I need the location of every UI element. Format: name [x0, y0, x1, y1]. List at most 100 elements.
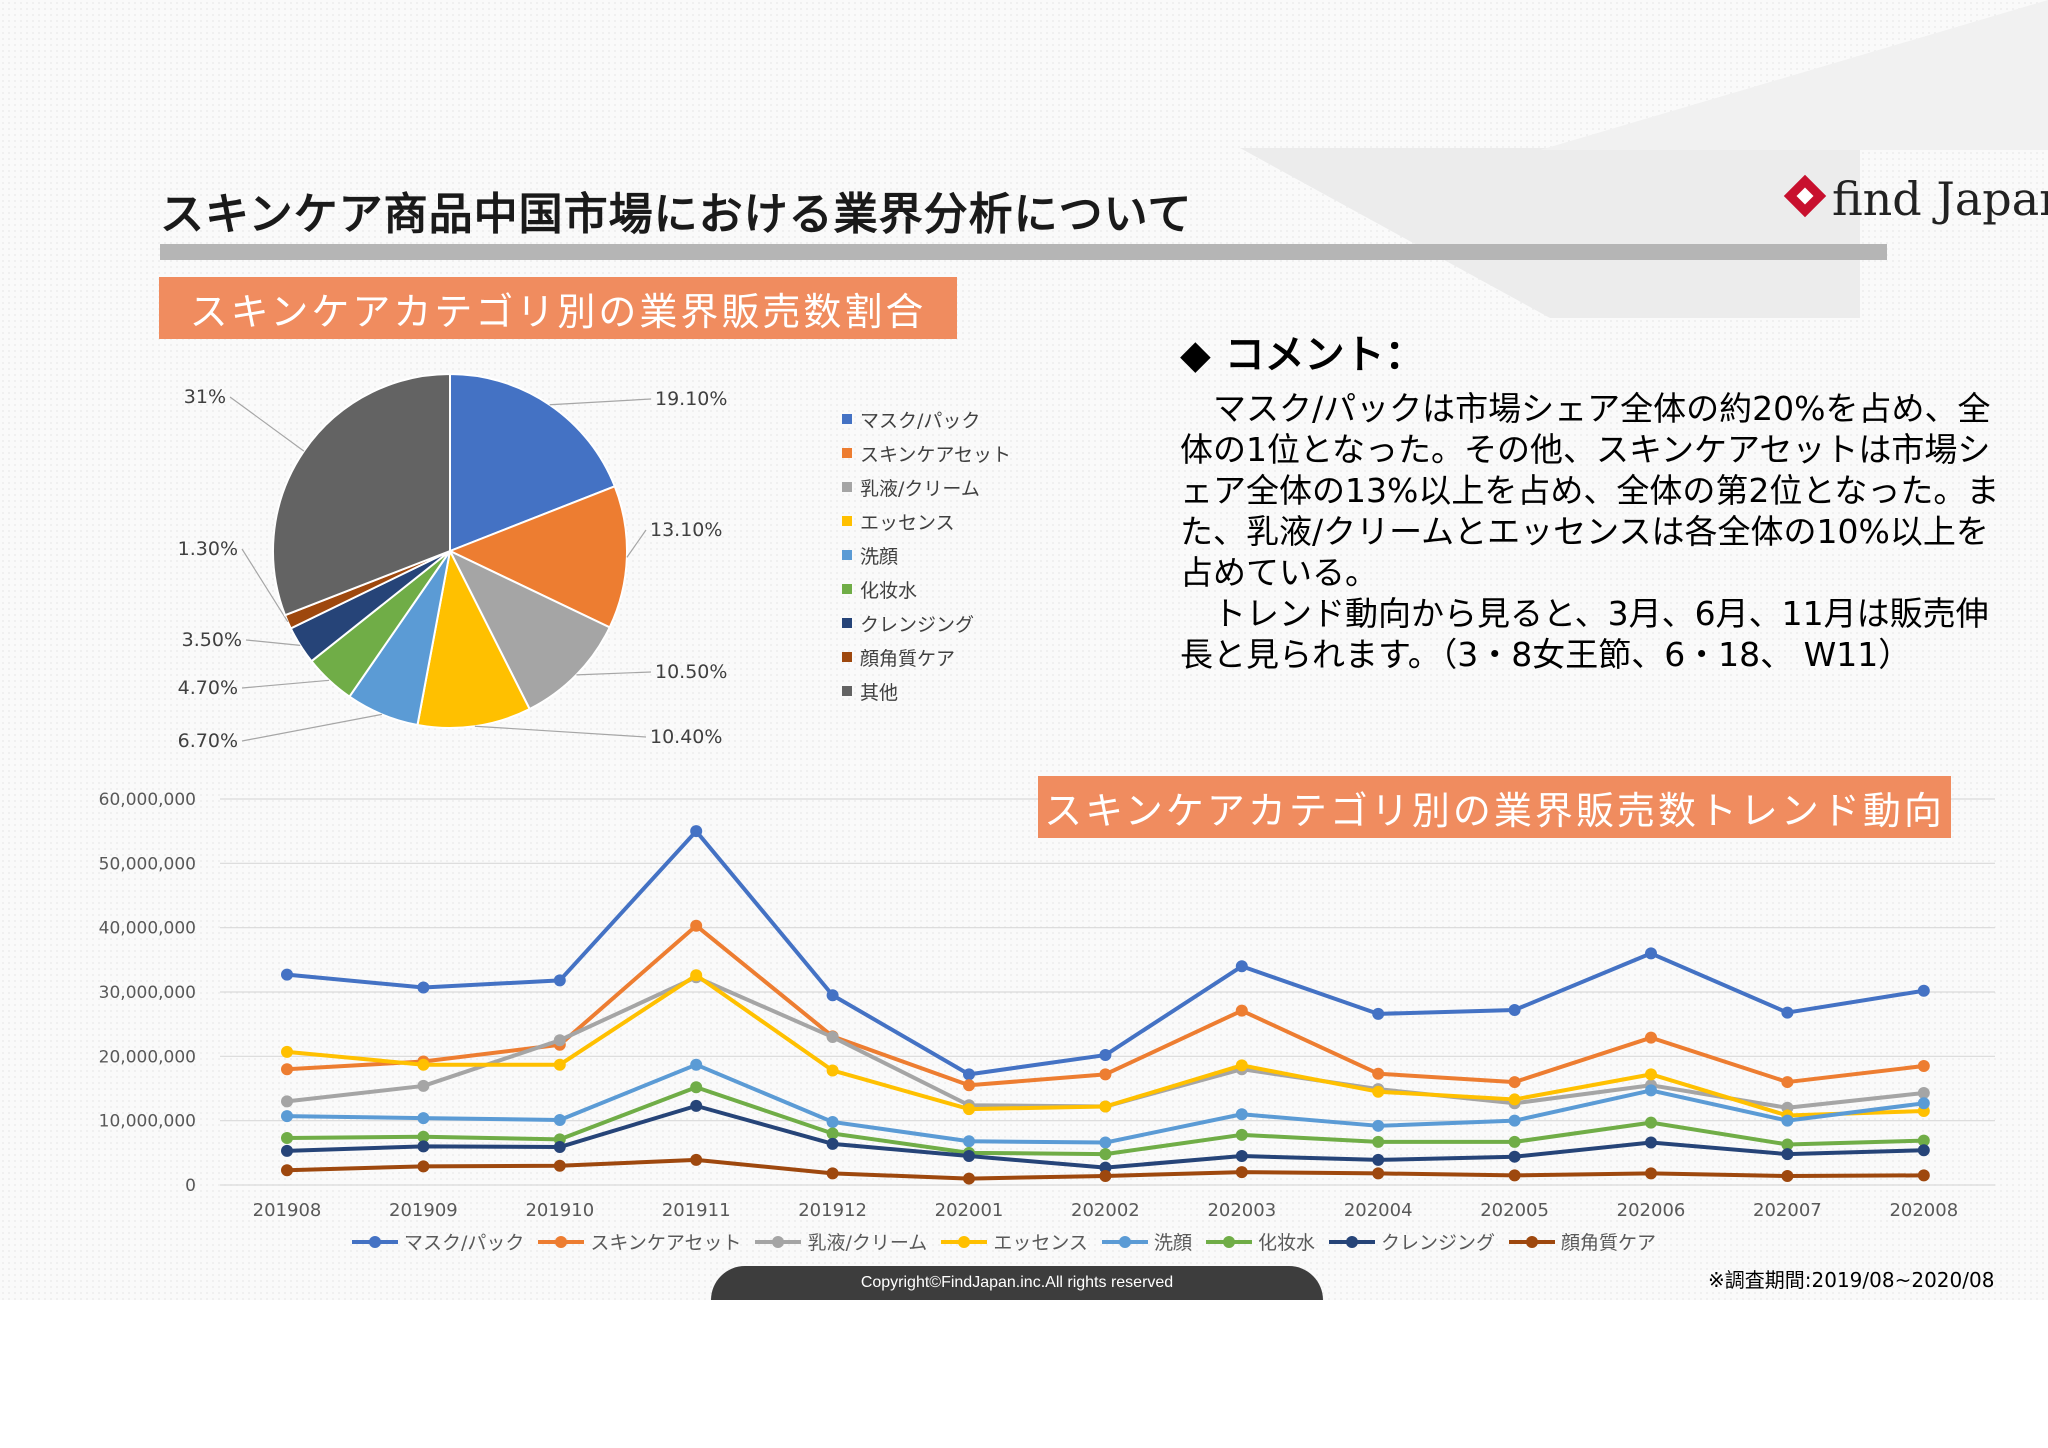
data-point	[1508, 1076, 1521, 1089]
legend-swatch	[842, 652, 852, 662]
x-tick-label: 202005	[1480, 1200, 1549, 1221]
data-point	[1781, 1114, 1794, 1127]
data-point	[553, 1141, 566, 1154]
x-tick-label: 202008	[1889, 1200, 1958, 1221]
x-tick-label: 202004	[1344, 1200, 1413, 1221]
data-point	[1099, 1100, 1112, 1113]
data-point	[1235, 1004, 1248, 1017]
diamond-logo-icon	[1783, 174, 1827, 218]
legend-label: 洗顔	[1153, 1232, 1192, 1254]
legend-line-marker	[941, 1235, 988, 1248]
data-point	[826, 1115, 839, 1128]
legend-label: エッセンス	[860, 511, 955, 534]
line-legend-item: クレンジング	[1328, 1228, 1495, 1255]
x-tick-label: 202006	[1617, 1200, 1686, 1221]
series-line	[286, 829, 1925, 1077]
line-legend-item: 化妆水	[1205, 1228, 1315, 1255]
data-point	[417, 1058, 430, 1071]
data-point	[417, 1160, 430, 1173]
legend-label: 洗顔	[860, 545, 899, 568]
data-point	[281, 1164, 293, 1177]
data-point	[1508, 1150, 1521, 1163]
trend-chart-banner: スキンケアカテゴリ別の業界販売数トレンド動向	[1038, 776, 1951, 838]
comment-body: マスク/パックは市場シェア全体の約20%を占め、全体の1位となった。その他、スキ…	[1180, 389, 2000, 674]
data-point	[1099, 1169, 1112, 1182]
pie-data-label: 10.40%	[650, 726, 722, 748]
pie-data-label: 13.10%	[650, 519, 722, 541]
data-point	[1099, 1161, 1112, 1174]
legend-swatch	[842, 482, 852, 492]
legend-swatch	[842, 584, 852, 594]
x-tick-label: 202003	[1207, 1200, 1276, 1221]
data-point	[281, 968, 293, 981]
pie-leader-line	[576, 671, 652, 676]
legend-label: 化妆水	[860, 579, 918, 602]
line-chart: 0 10,000,000 20,000,000 30,000,000 40,000,00…	[99, 790, 1995, 1221]
x-tick-label: 201908	[253, 1200, 322, 1221]
line-legend-item: エッセンス	[941, 1228, 1088, 1255]
x-tick-label: 201910	[525, 1200, 594, 1221]
data-point	[281, 1110, 293, 1123]
legend-swatch	[842, 448, 852, 458]
line-legend-item: 顔角質ケア	[1508, 1228, 1656, 1255]
pie-legend-item: 化妆水	[842, 572, 1011, 606]
pie-legend-item: 顔角質ケア	[842, 640, 1011, 674]
data-point	[1372, 1067, 1385, 1080]
data-point	[281, 1045, 293, 1058]
data-point	[1372, 1167, 1385, 1180]
data-point	[1372, 1153, 1385, 1166]
pie-legend-item: スキンケアセット	[842, 436, 1011, 470]
x-tick-label: 201911	[662, 1200, 731, 1221]
data-point	[826, 1127, 839, 1140]
data-point	[1645, 1167, 1657, 1180]
y-tick-label: 60,000,000	[99, 790, 196, 810]
pie-legend-item: 洗顔	[842, 538, 1011, 572]
legend-label: 化妆水	[1257, 1232, 1315, 1254]
data-point	[1235, 960, 1248, 973]
legend-label: 顔角質ケア	[860, 647, 956, 670]
data-point	[281, 1132, 293, 1145]
data-point	[417, 1079, 430, 1092]
copyright-footer: Copyright©FindJapan.inc.All rights reser…	[711, 1266, 1323, 1300]
pie-data-label: 4.70%	[178, 677, 238, 699]
legend-swatch	[842, 618, 852, 628]
data-point	[1781, 1006, 1794, 1019]
data-point	[1645, 1116, 1657, 1129]
data-point	[1645, 1136, 1657, 1149]
legend-line-marker	[352, 1235, 398, 1248]
data-point	[1917, 1087, 1930, 1100]
decorative-shape	[1540, 0, 2048, 150]
line-legend-item: 洗顔	[1101, 1228, 1192, 1255]
data-point	[963, 1079, 975, 1092]
logo-text: find Japan	[1832, 172, 2048, 226]
legend-label: スキンケアセット	[860, 443, 1012, 466]
legend-line-marker	[1101, 1235, 1148, 1248]
y-tick-label: 10,000,000	[99, 1112, 196, 1132]
data-point	[690, 1099, 703, 1112]
data-point	[417, 1140, 430, 1153]
pie-data-label: 6.70%	[178, 730, 238, 752]
data-point	[1235, 1059, 1248, 1072]
data-point	[417, 1130, 430, 1143]
data-point	[1917, 1134, 1930, 1147]
x-tick-label: 202002	[1071, 1200, 1140, 1221]
pie-slice	[416, 547, 531, 729]
page-title: スキンケア商品中国市場における業界分析について	[160, 189, 1193, 240]
pie-legend-item: エッセンス	[842, 504, 1011, 538]
data-point	[1508, 1093, 1521, 1106]
data-point	[1508, 1169, 1521, 1182]
data-point	[1372, 1119, 1385, 1132]
pie-leader-line	[626, 529, 647, 558]
data-point	[690, 825, 703, 838]
legend-label: クレンジング	[1380, 1232, 1495, 1254]
line-legend: マスク/パック スキンケアセット 乳液/クリーム エッセンス 洗顔 化妆水 クレンジング 顔角…	[352, 1228, 1670, 1255]
data-point	[1508, 1004, 1521, 1017]
data-point	[963, 1172, 975, 1185]
series-line	[286, 923, 1925, 1088]
legend-label: スキンケアセット	[590, 1232, 742, 1254]
y-tick-label: 0	[185, 1176, 196, 1196]
survey-period-note: ※調査期間:2019/08~2020/08	[1708, 1268, 1995, 1292]
data-point	[826, 1064, 839, 1077]
pie-slice	[447, 548, 611, 711]
data-point	[1235, 1128, 1248, 1141]
